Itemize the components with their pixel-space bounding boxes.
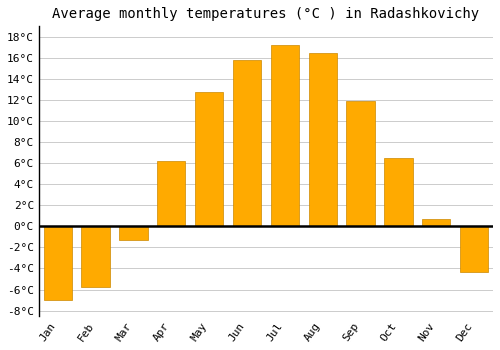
Bar [422,219,450,226]
Bar [82,226,110,287]
Bar [157,161,186,226]
Bar [346,101,375,226]
Bar [195,92,224,226]
Bar [308,52,337,226]
Bar [233,60,261,226]
Bar [460,226,488,272]
Title: Average monthly temperatures (°C ) in Radashkovichy: Average monthly temperatures (°C ) in Ra… [52,7,480,21]
Bar [119,226,148,240]
Bar [270,45,299,226]
Bar [44,226,72,300]
Bar [384,158,412,226]
